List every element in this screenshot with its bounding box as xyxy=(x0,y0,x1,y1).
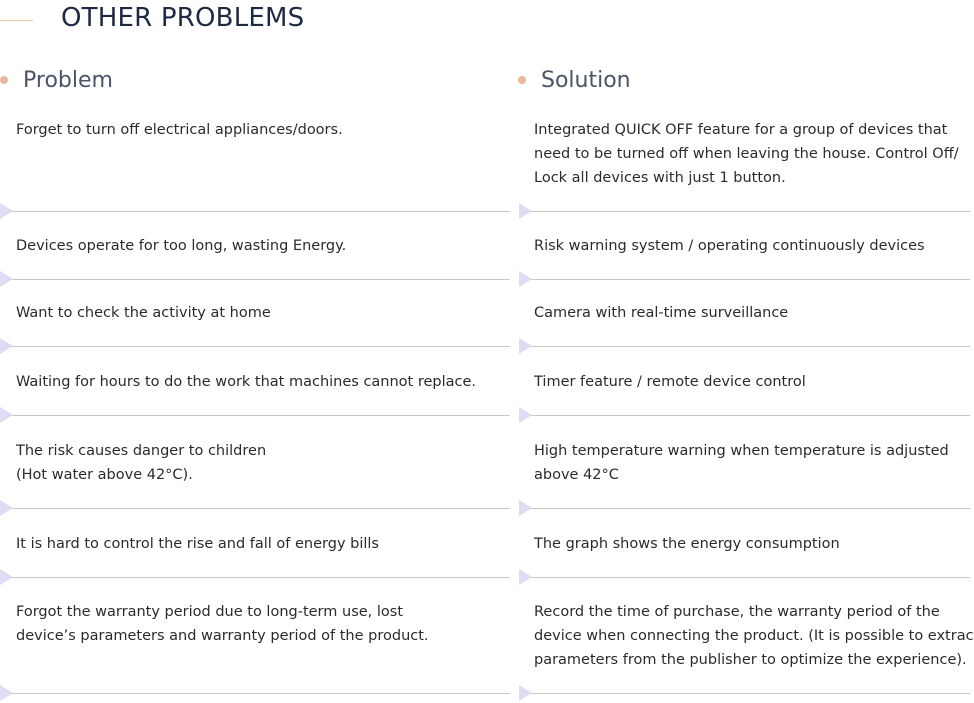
problem-cell: It is hard to control the rise and fall … xyxy=(16,532,379,556)
arrow-marker-icon xyxy=(0,271,13,287)
solution-line: Record the time of purchase, the warrant… xyxy=(534,604,940,620)
arrow-marker-icon xyxy=(519,569,532,585)
solution-line: Timer feature / remote device control xyxy=(534,374,806,390)
problem-line: (Hot water above 42°C). xyxy=(16,467,193,483)
solution-line: The graph shows the energy consumption xyxy=(534,536,840,552)
arrow-marker-icon xyxy=(519,407,532,423)
problem-line: It is hard to control the rise and fall … xyxy=(16,536,379,552)
row-divider xyxy=(519,508,970,509)
solution-line: Integrated QUICK OFF feature for a group… xyxy=(534,122,948,138)
row-divider xyxy=(0,279,510,280)
bullet-dot-icon xyxy=(518,76,526,84)
problem-line: device’s parameters and warranty period … xyxy=(16,628,429,644)
problem-line: The risk causes danger to children xyxy=(16,443,267,459)
solution-cell: Integrated QUICK OFF feature for a group… xyxy=(534,118,959,190)
arrow-marker-icon xyxy=(0,569,13,585)
arrow-marker-icon xyxy=(519,500,532,516)
arrow-marker-icon xyxy=(519,271,532,287)
problem-cell: Want to check the activity at home xyxy=(16,301,271,325)
row-divider xyxy=(0,577,510,578)
row-divider xyxy=(519,415,970,416)
arrow-marker-icon xyxy=(519,685,532,701)
problem-line: Devices operate for too long, wasting En… xyxy=(16,238,347,254)
row-divider xyxy=(519,346,970,347)
problem-line: Waiting for hours to do the work that ma… xyxy=(16,374,477,390)
problem-line: Forgot the warranty period due to long-t… xyxy=(16,604,404,620)
problem-line: Want to check the activity at home xyxy=(16,305,271,321)
arrow-marker-icon xyxy=(519,338,532,354)
arrow-marker-icon xyxy=(519,203,532,219)
solution-cell: Timer feature / remote device control xyxy=(534,370,806,394)
row-divider xyxy=(0,211,510,212)
solution-column-header: Solution xyxy=(518,64,631,96)
solution-cell: The graph shows the energy consumption xyxy=(534,532,840,556)
problem-column-header: Problem xyxy=(0,64,113,96)
arrow-marker-icon xyxy=(0,500,13,516)
solution-line: Risk warning system / operating continuo… xyxy=(534,238,925,254)
solution-cell: Risk warning system / operating continuo… xyxy=(534,234,925,258)
solution-cell: Record the time of purchase, the warrant… xyxy=(534,600,974,672)
problem-cell: Devices operate for too long, wasting En… xyxy=(16,234,346,258)
row-divider xyxy=(0,346,510,347)
problem-cell: Forget to turn off electrical appliances… xyxy=(16,118,343,142)
solution-line: High temperature warning when temperatur… xyxy=(534,443,949,459)
solution-line: parameters from the publisher to optimiz… xyxy=(534,652,967,668)
row-divider xyxy=(519,693,970,694)
row-divider xyxy=(519,577,970,578)
solution-line: Lock all devices with just 1 button. xyxy=(534,170,786,186)
solution-line: need to be turned off when leaving the h… xyxy=(534,146,959,162)
solution-line: Camera with real-time surveillance xyxy=(534,305,789,321)
title-accent-line xyxy=(0,20,33,21)
page-title: OTHER PROBLEMS xyxy=(61,3,305,33)
row-divider xyxy=(519,211,970,212)
solution-line: device when connecting the product. (It … xyxy=(534,628,974,644)
problem-header-label: Problem xyxy=(23,67,113,93)
bullet-dot-icon xyxy=(0,76,8,84)
problem-cell: Forgot the warranty period due to long-t… xyxy=(16,600,429,648)
arrow-marker-icon xyxy=(0,407,13,423)
solution-line: above 42°C xyxy=(534,467,619,483)
arrow-marker-icon xyxy=(0,685,13,701)
problem-line: Forget to turn off electrical appliances… xyxy=(16,122,343,138)
solution-cell: Camera with real-time surveillance xyxy=(534,301,788,325)
solution-header-label: Solution xyxy=(541,67,631,93)
problem-cell: The risk causes danger to children (Hot … xyxy=(16,439,266,487)
row-divider xyxy=(0,693,510,694)
row-divider xyxy=(519,279,970,280)
row-divider xyxy=(0,508,510,509)
arrow-marker-icon xyxy=(0,203,13,219)
arrow-marker-icon xyxy=(0,338,13,354)
solution-cell: High temperature warning when temperatur… xyxy=(534,439,949,487)
row-divider xyxy=(0,415,510,416)
problem-cell: Waiting for hours to do the work that ma… xyxy=(16,370,476,394)
